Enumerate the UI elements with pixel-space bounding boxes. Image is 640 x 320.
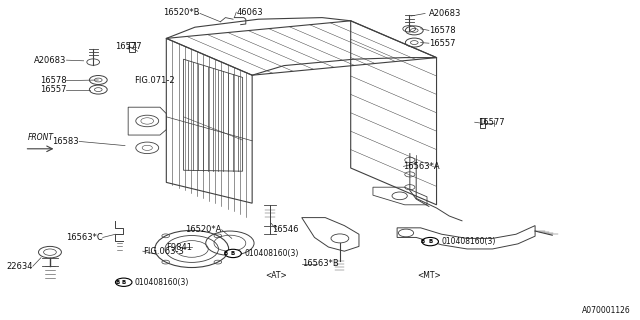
Text: <AT>: <AT> [266,271,287,280]
Text: B: B [428,239,432,244]
Text: B: B [420,239,425,244]
Text: A20683: A20683 [429,9,461,18]
Circle shape [422,237,438,246]
Text: 16563*A: 16563*A [403,162,440,171]
Text: 16563*C: 16563*C [66,233,103,242]
Text: 46063: 46063 [236,8,263,17]
Text: A070001126: A070001126 [582,306,630,315]
Text: 16578: 16578 [40,76,67,85]
Text: FRONT: FRONT [28,133,53,142]
Text: 16577: 16577 [478,118,504,127]
Text: 16557: 16557 [40,85,67,94]
Text: F9841: F9841 [166,243,192,252]
Text: <MT>: <MT> [417,271,441,280]
Text: 22634: 22634 [6,262,33,271]
Text: B: B [122,280,126,285]
Text: 010408160(3): 010408160(3) [134,278,189,287]
Text: B: B [115,280,120,285]
Circle shape [225,249,241,258]
Text: 16557: 16557 [429,39,456,48]
Circle shape [115,278,132,286]
Text: B: B [223,251,228,256]
Text: 010408160(3): 010408160(3) [442,237,496,246]
Text: 16520*A: 16520*A [185,225,221,234]
Text: 16563*B: 16563*B [301,260,339,268]
Text: 16583: 16583 [52,137,79,146]
Text: 010408160(3): 010408160(3) [244,249,299,258]
Text: A20683: A20683 [34,56,67,65]
Text: 16520*B: 16520*B [163,8,200,17]
Text: 16546: 16546 [273,225,299,234]
Text: FIG.063-3: FIG.063-3 [143,247,184,256]
Text: FIG.071-2: FIG.071-2 [134,76,175,85]
Text: B: B [231,251,236,256]
Text: 16578: 16578 [429,26,456,35]
Text: 16577: 16577 [115,42,141,51]
